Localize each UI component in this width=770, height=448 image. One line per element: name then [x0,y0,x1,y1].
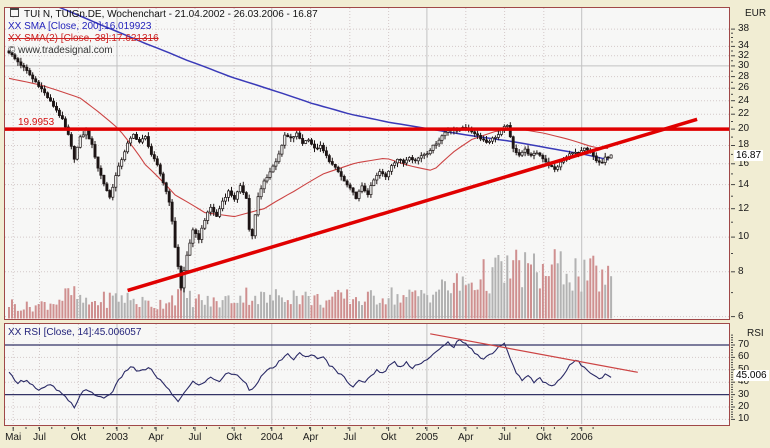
time-axis-label: Okt [226,432,242,443]
last-price-tag: 16.87 [734,149,764,161]
rsi-tick-label: 70 [738,339,750,350]
time-axis-label: Apr [148,432,164,443]
price-tick-label: 26 [738,82,750,94]
price-tick-label: 32 [738,49,750,61]
rsi-tick-label: 20 [738,401,750,412]
rsi-indicator-panel[interactable] [4,323,730,426]
time-axis-label: 2005 [415,432,439,443]
time-axis-label: Okt [380,432,397,443]
time-axis-label: Jul [343,432,357,443]
price-tick-label: 12 [738,202,750,214]
time-axis-label: 2004 [260,432,283,443]
rsi-tick-label: 60 [738,351,750,363]
price-tick-label: 30 [738,59,750,71]
price-tick-label: 34 [738,40,750,52]
price-tick-label: 20 [738,123,750,135]
time-axis-label: Jul [188,432,202,443]
rsi-value-tag: 45.006 [734,369,769,381]
time-axis-label: Okt [70,432,87,443]
rsi-tick-label: 30 [738,388,750,400]
price-tick-label: 28 [738,70,750,82]
rsi-axis-unit: RSI [747,328,764,339]
price-tick-label: 10 [738,231,750,243]
price-tick-label: 6 [738,310,744,322]
time-axis-label: Apr [302,432,319,443]
rsi-tick-label: 50 [738,363,750,375]
rsi-tick-label: 40 [738,376,750,388]
price-tick-label: 24 [738,94,750,106]
price-chart-panel[interactable] [4,7,730,320]
time-axis-label: 2006 [570,432,593,443]
price-tick-label: 18 [738,139,750,151]
price-tick-label: 38 [738,23,750,35]
price-axis-unit: EUR [745,8,767,19]
price-tick-label: 14 [738,178,750,190]
time-axis-label: 2003 [105,432,129,443]
time-axis-label: Jul [498,432,512,443]
time-axis-label: Mai [5,432,22,443]
price-tick-label: 22 [738,108,750,120]
price-tick-label: 8 [738,265,744,277]
time-axis-label: Jul [33,432,46,443]
time-axis-label: Apr [457,432,474,443]
time-axis-label: Okt [535,432,552,443]
price-tick-label: 16 [738,157,750,169]
rsi-tick-label: 10 [738,413,750,425]
